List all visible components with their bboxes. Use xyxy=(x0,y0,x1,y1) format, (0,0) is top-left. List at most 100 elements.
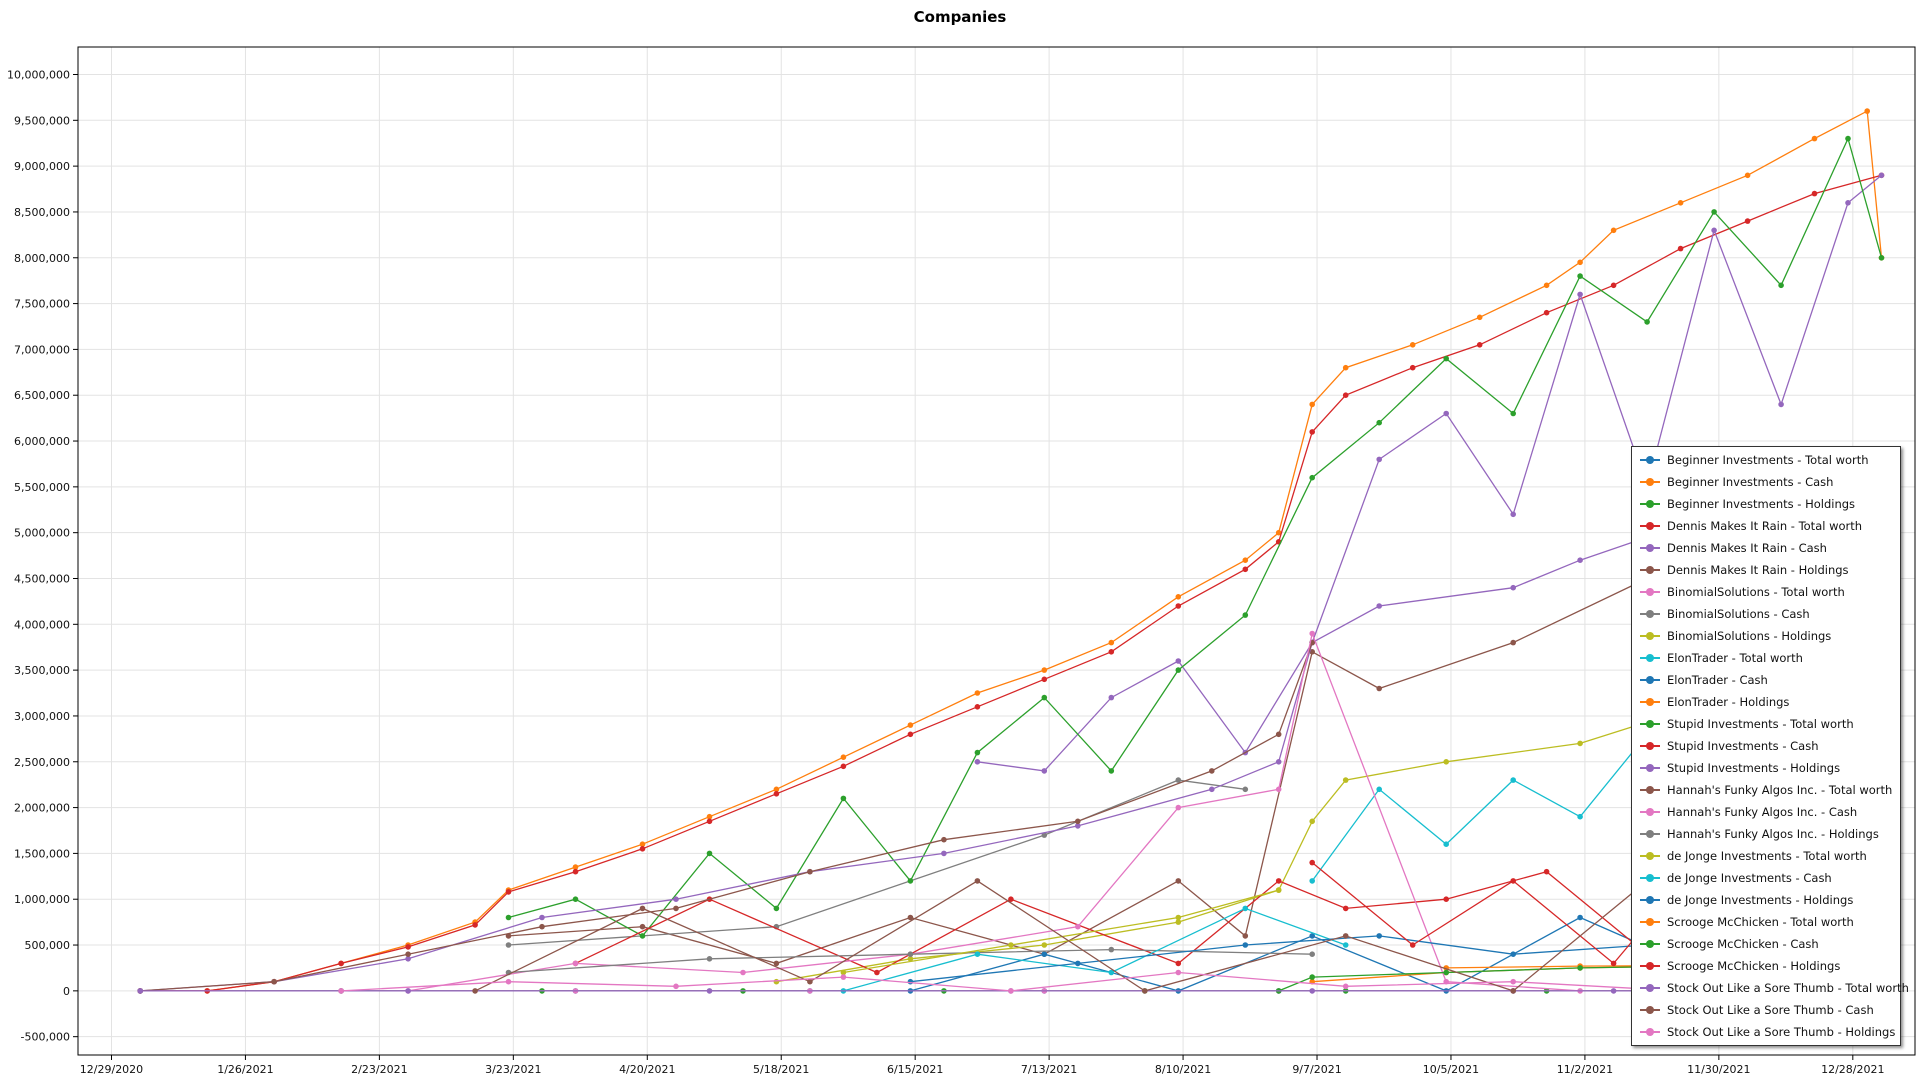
data-point xyxy=(1543,282,1550,289)
legend-label: Hannah's Funky Algos Inc. - Total worth xyxy=(1667,783,1893,797)
data-point xyxy=(405,956,411,962)
legend-swatch xyxy=(1640,653,1660,663)
data-point xyxy=(1242,612,1249,618)
legend-label: Dennis Makes It Rain - Total worth xyxy=(1667,519,1863,533)
data-point xyxy=(1510,988,1516,994)
data-point xyxy=(840,974,847,980)
legend-swatch xyxy=(1640,807,1660,817)
legend-item: de Jonge Investments - Total worth xyxy=(1640,845,1900,867)
legend-label: Scrooge McChicken - Holdings xyxy=(1667,959,1841,973)
data-point xyxy=(1577,914,1583,921)
legend-item: BinomialSolutions - Cash xyxy=(1640,603,1900,625)
data-point xyxy=(1510,978,1516,985)
y-tick-label: 4,500,000 xyxy=(14,572,70,585)
legend-label: Scrooge McChicken - Total worth xyxy=(1667,915,1854,929)
data-point xyxy=(1242,905,1249,912)
x-tick-label: 1/26/2021 xyxy=(217,1063,273,1076)
legend-item: Hannah's Funky Algos Inc. - Holdings xyxy=(1640,823,1900,845)
x-tick-label: 12/29/2020 xyxy=(80,1063,143,1076)
legend-swatch xyxy=(1640,543,1660,553)
series-7 xyxy=(505,777,1249,948)
data-point xyxy=(974,951,981,957)
legend-label: ElonTrader - Total worth xyxy=(1667,651,1803,665)
data-point xyxy=(773,791,780,797)
data-point xyxy=(807,868,813,875)
chart-title: Companies xyxy=(913,8,1007,26)
series-line xyxy=(910,935,1648,983)
legend-swatch xyxy=(1640,565,1660,575)
legend-label: Stupid Investments - Cash xyxy=(1667,739,1819,753)
data-point xyxy=(941,850,947,857)
legend-item: ElonTrader - Cash xyxy=(1640,669,1900,691)
legend-swatch xyxy=(1640,763,1660,773)
data-point xyxy=(1476,342,1483,348)
y-tick-label: 7,500,000 xyxy=(14,298,70,311)
data-point xyxy=(1610,988,1617,994)
data-point xyxy=(1242,786,1249,793)
data-point xyxy=(840,969,847,976)
data-point xyxy=(1041,667,1048,673)
data-point xyxy=(1041,676,1048,683)
legend-swatch xyxy=(1640,455,1660,465)
data-point xyxy=(1041,694,1048,701)
data-point xyxy=(1175,658,1182,664)
data-point xyxy=(1376,419,1382,426)
data-point xyxy=(1309,649,1315,655)
data-point xyxy=(1744,172,1751,179)
legend-swatch xyxy=(1640,873,1660,883)
data-point xyxy=(1510,639,1516,646)
data-point xyxy=(1878,172,1885,179)
x-tick-label: 2/23/2021 xyxy=(351,1063,407,1076)
data-point xyxy=(1878,254,1885,261)
data-point xyxy=(1175,667,1182,673)
data-point xyxy=(1409,942,1416,948)
legend-swatch xyxy=(1640,609,1660,619)
legend-label: Dennis Makes It Rain - Holdings xyxy=(1667,563,1849,577)
data-point xyxy=(1376,786,1382,793)
data-point xyxy=(639,841,646,847)
data-point xyxy=(1275,731,1282,738)
data-point xyxy=(706,850,713,857)
legend-label: Hannah's Funky Algos Inc. - Holdings xyxy=(1667,827,1879,841)
series-8 xyxy=(773,699,1751,985)
y-tick-label: 6,000,000 xyxy=(14,435,70,448)
series-10 xyxy=(907,914,1751,994)
data-point xyxy=(1309,878,1315,884)
legend-label: BinomialSolutions - Total worth xyxy=(1667,585,1845,599)
x-tick-label: 10/5/2021 xyxy=(1423,1063,1479,1076)
data-point xyxy=(405,944,411,950)
legend-swatch xyxy=(1640,785,1660,795)
data-point xyxy=(1175,603,1182,609)
legend-label: Stock Out Like a Sore Thumb - Cash xyxy=(1667,1003,1874,1017)
data-point xyxy=(405,951,411,957)
data-point xyxy=(1510,951,1516,957)
legend-swatch xyxy=(1640,1027,1660,1037)
series-line xyxy=(140,174,1882,992)
data-point xyxy=(773,960,780,967)
y-tick-label: 500,000 xyxy=(25,939,71,952)
data-point xyxy=(1175,878,1182,884)
data-point xyxy=(1342,364,1349,371)
x-tick-label: 7/13/2021 xyxy=(1021,1063,1077,1076)
data-point xyxy=(907,956,914,962)
legend-item: Dennis Makes It Rain - Total worth xyxy=(1640,515,1900,537)
series-line xyxy=(843,889,1279,974)
data-point xyxy=(1778,401,1784,408)
data-point xyxy=(1577,291,1583,298)
data-point xyxy=(1108,639,1115,646)
x-tick-label: 8/10/2021 xyxy=(1155,1063,1211,1076)
data-point xyxy=(1108,694,1115,701)
data-point xyxy=(706,818,713,825)
data-point xyxy=(1275,759,1282,765)
data-point xyxy=(1075,823,1081,829)
data-point xyxy=(1510,584,1516,591)
data-point xyxy=(1476,314,1483,321)
data-point xyxy=(1376,933,1382,939)
data-point xyxy=(1309,474,1315,481)
legend-item: de Jonge Investments - Holdings xyxy=(1640,889,1900,911)
data-point xyxy=(1309,818,1315,825)
data-point xyxy=(773,905,780,912)
data-point xyxy=(1577,557,1583,563)
x-tick-label: 11/2/2021 xyxy=(1557,1063,1613,1076)
